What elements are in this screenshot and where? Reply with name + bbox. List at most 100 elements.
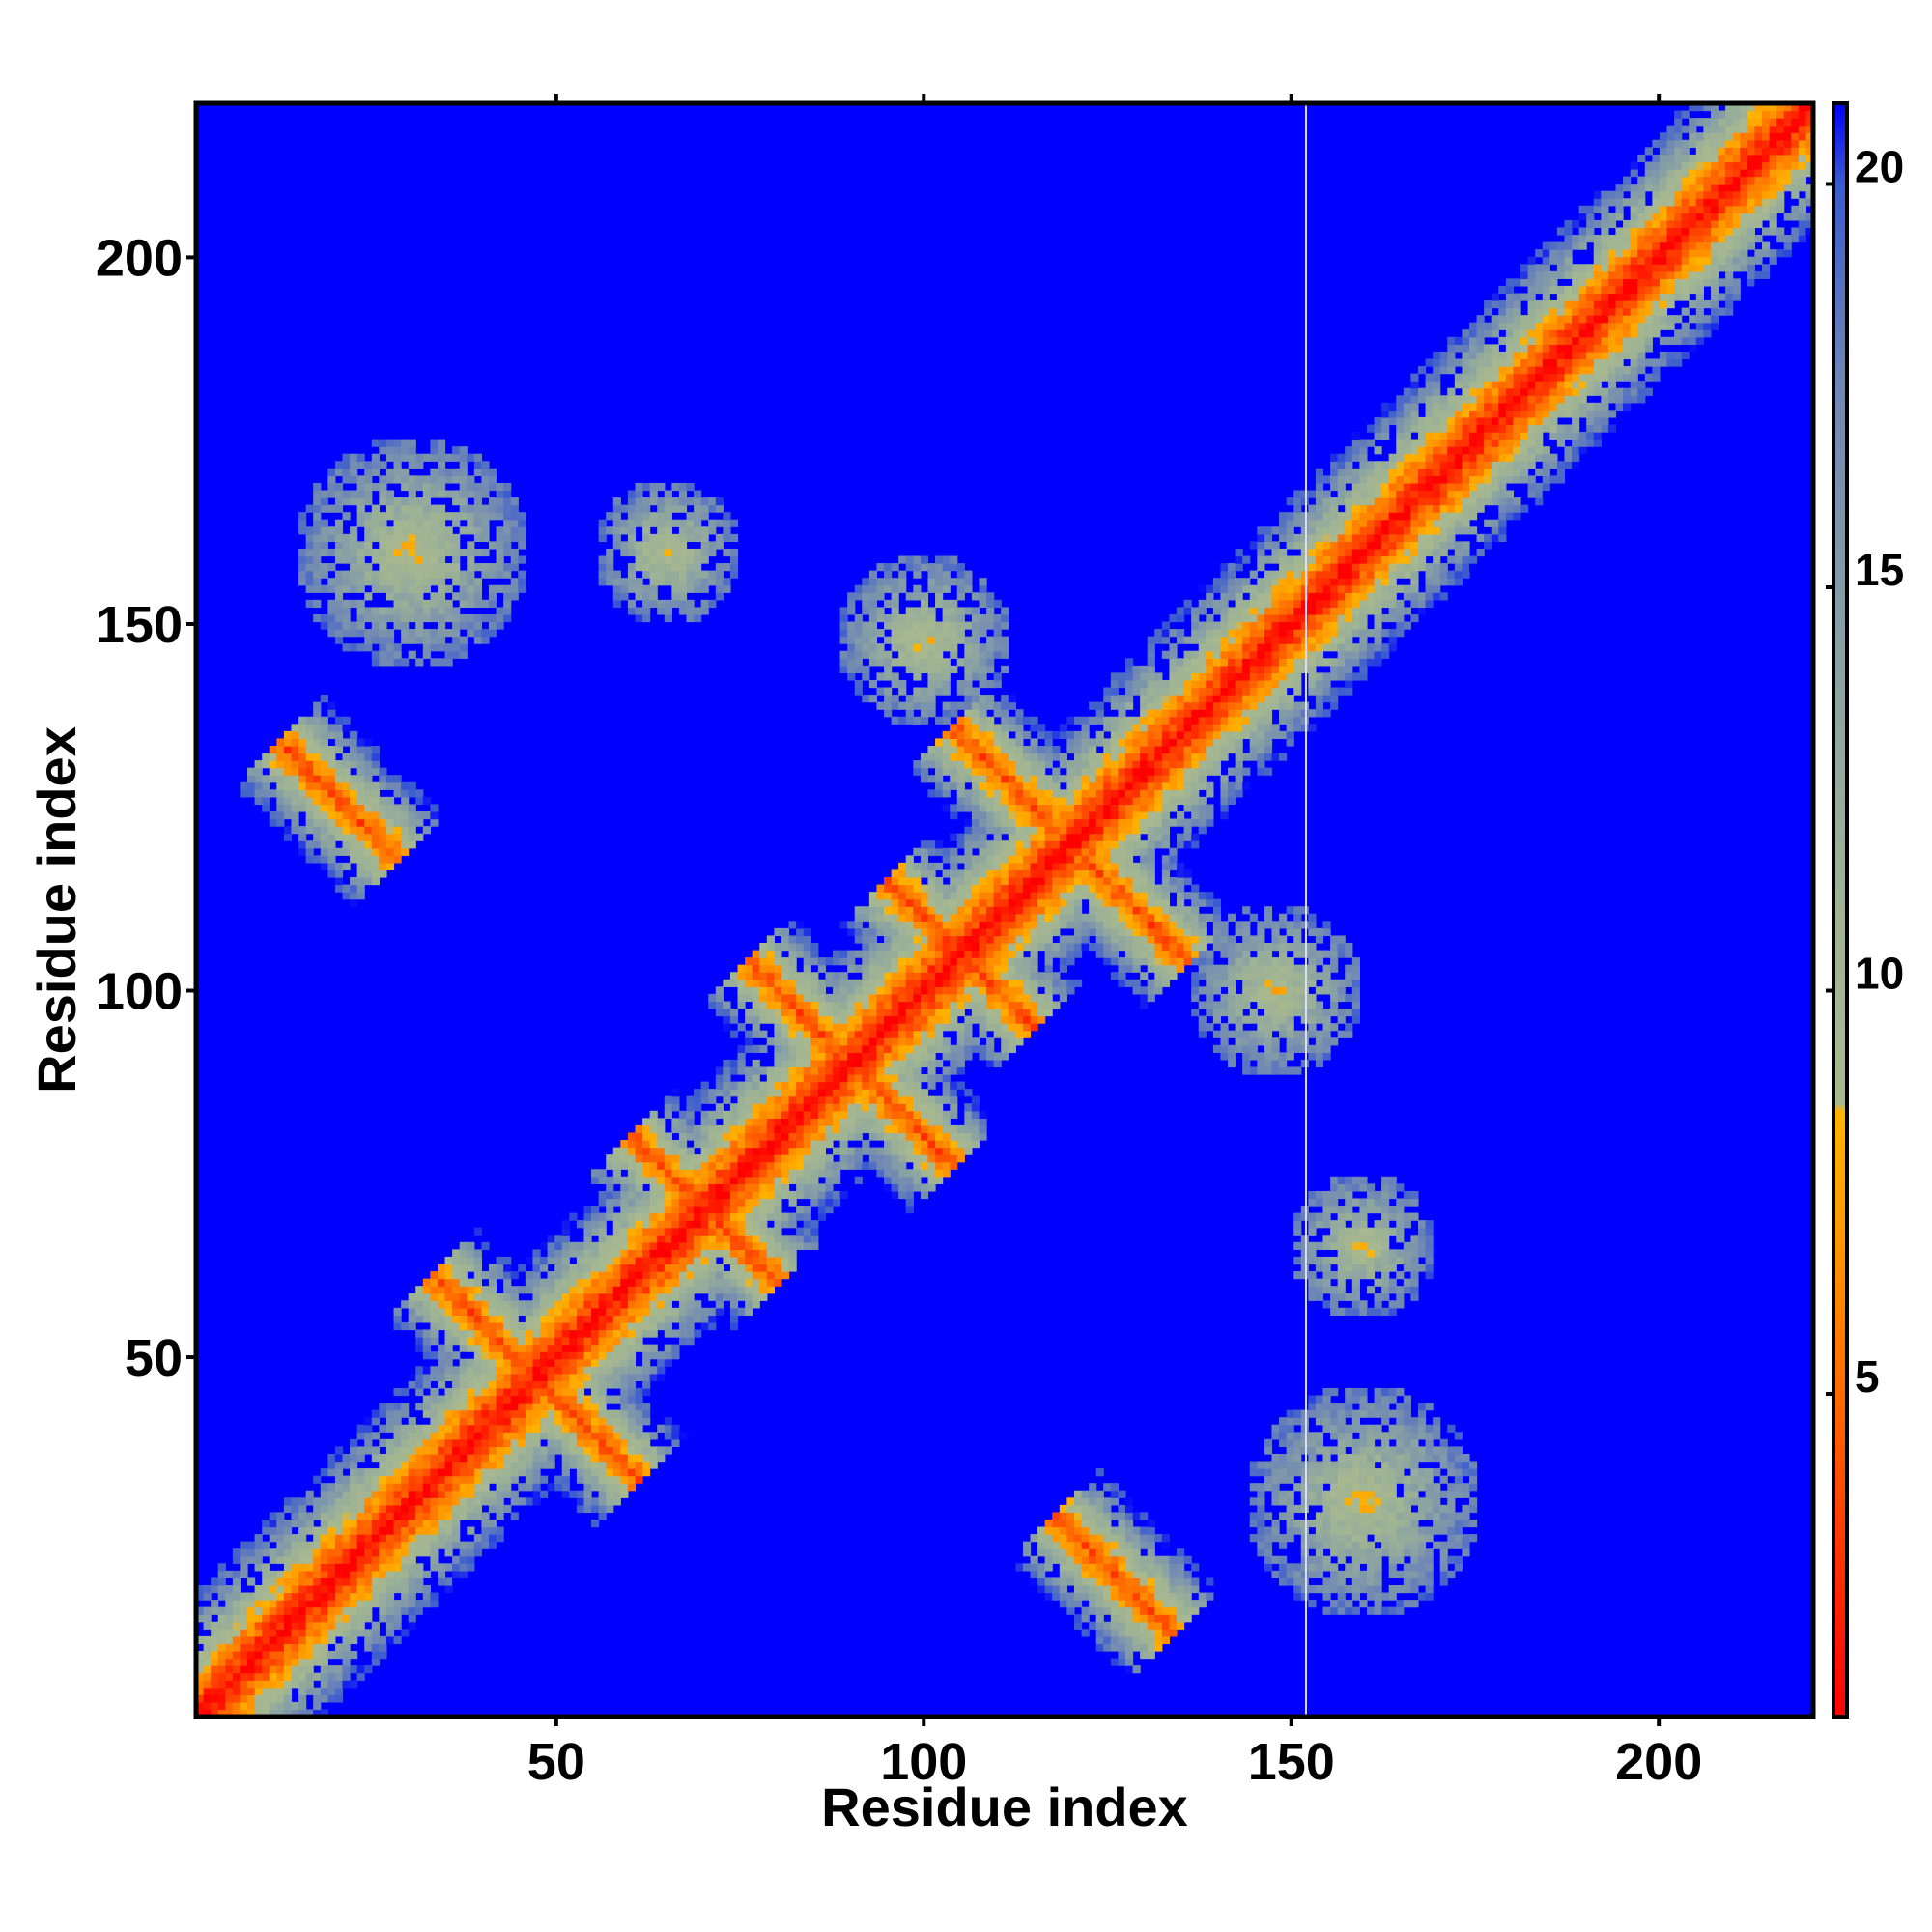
heatmap-cell	[422, 1293, 431, 1301]
heatmap-cell	[473, 1468, 483, 1477]
heatmap-cell	[678, 1278, 688, 1287]
heatmap-cell	[891, 679, 899, 689]
heatmap-cell	[796, 1124, 805, 1134]
heatmap-cell	[745, 1183, 753, 1192]
heatmap-cell	[913, 695, 922, 703]
heatmap-cell	[408, 1417, 416, 1426]
heatmap-cell	[298, 1512, 307, 1520]
heatmap-cell	[664, 1198, 672, 1207]
heatmap-cell	[379, 643, 387, 652]
heatmap-cell	[393, 1490, 402, 1498]
heatmap-cell	[356, 570, 365, 579]
heatmap-cell	[342, 461, 351, 469]
heatmap-cell	[642, 613, 651, 623]
heatmap-cell	[729, 548, 739, 557]
heatmap-cell	[269, 1621, 277, 1630]
heatmap-cell	[796, 935, 805, 944]
heatmap-cell	[839, 1147, 848, 1155]
heatmap-cell	[467, 475, 475, 484]
heatmap-cell	[612, 1161, 621, 1170]
heatmap-cell	[715, 1286, 724, 1294]
heatmap-cell	[305, 840, 314, 849]
heatmap-cell	[657, 1315, 666, 1323]
heatmap-cell	[437, 1278, 446, 1287]
heatmap-cell	[642, 1307, 651, 1316]
heatmap-cell	[342, 1621, 351, 1630]
heatmap-cell	[935, 1132, 944, 1141]
heatmap-cell	[642, 1373, 651, 1381]
heatmap-cell	[467, 629, 475, 638]
heatmap-cell	[532, 1475, 541, 1484]
heatmap-cell	[422, 1606, 431, 1615]
heatmap-cell	[430, 1329, 439, 1338]
heatmap-cell	[620, 1315, 629, 1323]
heatmap-cell	[598, 1293, 607, 1301]
heatmap-cell	[649, 1110, 658, 1119]
heatmap-cell	[211, 1709, 219, 1717]
heatmap-cell	[422, 1337, 431, 1346]
heatmap-cell	[606, 1190, 614, 1200]
heatmap-cell	[291, 1555, 299, 1564]
heatmap-cell	[591, 1483, 600, 1492]
heatmap-cell	[905, 1044, 914, 1053]
heatmap-cell	[620, 1424, 629, 1433]
heatmap-cell	[503, 1337, 512, 1346]
heatmap-cell	[525, 1403, 534, 1411]
heatmap-cell	[452, 1483, 461, 1492]
heatmap-cell	[415, 541, 424, 550]
heatmap-cell	[254, 1694, 263, 1703]
heatmap-cell	[350, 789, 358, 798]
heatmap-cell	[313, 738, 322, 747]
heatmap-cell	[379, 497, 387, 506]
heatmap-cell	[408, 650, 416, 659]
heatmap-cell	[532, 1380, 541, 1389]
heatmap-cell	[935, 1110, 944, 1119]
heatmap-cell	[876, 986, 885, 995]
heatmap-cell	[422, 810, 431, 820]
heatmap-cell	[525, 1387, 534, 1397]
heatmap-cell	[467, 1366, 475, 1375]
heatmap-cell	[488, 621, 497, 630]
heatmap-cell	[686, 1198, 695, 1207]
heatmap-cell	[620, 1227, 629, 1236]
heatmap-cell	[342, 1497, 351, 1506]
heatmap-cell	[642, 570, 651, 579]
heatmap-cell	[364, 818, 373, 827]
heatmap-cell	[385, 504, 395, 513]
heatmap-cell	[868, 993, 878, 1003]
heatmap-cell	[678, 1321, 688, 1331]
heatmap-cell	[774, 1081, 782, 1090]
heatmap-cell	[320, 1534, 328, 1543]
heatmap-cell	[342, 789, 351, 798]
heatmap-cell	[612, 1293, 621, 1301]
heatmap-cell	[884, 884, 893, 893]
heatmap-cell	[247, 1687, 256, 1695]
heatmap-cell	[905, 555, 914, 564]
heatmap-cell	[642, 1132, 651, 1141]
heatmap-cell	[467, 519, 475, 527]
heatmap-cell	[415, 1293, 424, 1301]
heatmap-cell	[430, 475, 439, 484]
heatmap-cell	[817, 1015, 827, 1024]
heatmap-cell	[796, 1095, 805, 1104]
heatmap-cell	[884, 687, 893, 696]
heatmap-cell	[371, 781, 380, 790]
heatmap-cell	[817, 1089, 827, 1097]
heatmap-cell	[510, 526, 519, 535]
heatmap-cell	[342, 716, 351, 724]
heatmap-cell	[554, 1329, 563, 1338]
heatmap-cell	[356, 599, 365, 609]
heatmap-cell	[810, 1235, 819, 1243]
heatmap-cell	[657, 1169, 666, 1178]
heatmap-cell	[913, 986, 922, 995]
heatmap-cell	[401, 578, 410, 586]
heatmap-cell	[927, 643, 936, 652]
heatmap-cell	[350, 1600, 358, 1608]
heatmap-cell	[415, 1380, 424, 1389]
heatmap-cell	[554, 1241, 563, 1250]
heatmap-cell	[884, 1059, 893, 1068]
heatmap-cell	[350, 526, 358, 535]
heatmap-cell	[313, 1548, 322, 1557]
heatmap-cell	[364, 1519, 373, 1528]
heatmap-cell	[884, 1089, 893, 1097]
